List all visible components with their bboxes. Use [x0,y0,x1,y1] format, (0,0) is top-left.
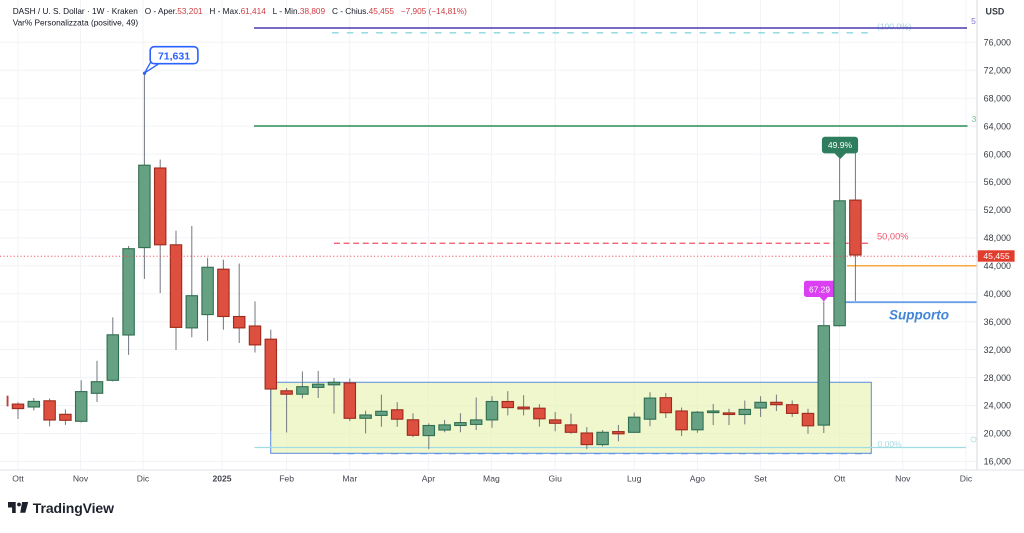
svg-text:Mar: Mar [342,473,357,483]
svg-text:67.29: 67.29 [809,284,830,294]
svg-text:DASH / U. S. Dollar · 1W · Kra: DASH / U. S. Dollar · 1W · Kraken O - Ap… [13,7,467,16]
svg-text:Nov: Nov [73,473,89,483]
svg-text:(100.0%): (100.0%) [877,22,912,32]
svg-text:36,000: 36,000 [984,317,1011,327]
svg-text:52,000: 52,000 [984,205,1011,215]
svg-text:45,455: 45,455 [983,251,1010,261]
svg-text:Var% Personalizzata (positive,: Var% Personalizzata (positive, 49) [13,18,139,27]
svg-text:Feb: Feb [279,473,294,483]
svg-text:49.9%: 49.9% [828,140,853,150]
svg-text:Dic: Dic [960,473,973,483]
svg-text:Mag: Mag [483,473,500,483]
svg-text:71,631: 71,631 [158,50,190,62]
svg-text:Apr: Apr [422,473,436,483]
svg-text:0,00%: 0,00% [878,439,903,449]
svg-text:Giu: Giu [549,473,563,483]
svg-text:60,000: 60,000 [984,149,1011,159]
svg-text:50,00%: 50,00% [877,231,909,241]
svg-text:72,000: 72,000 [984,65,1011,75]
svg-text:USD: USD [986,7,1005,17]
svg-text:Ott: Ott [12,473,24,483]
svg-text:28,000: 28,000 [984,373,1011,383]
svg-text:Nov: Nov [895,473,911,483]
svg-text:76,000: 76,000 [984,38,1011,48]
svg-text:56,000: 56,000 [984,177,1011,187]
svg-text:48,000: 48,000 [984,233,1011,243]
svg-text:24,000: 24,000 [984,401,1011,411]
svg-text:5: 5 [971,16,976,26]
svg-text:64,000: 64,000 [984,121,1011,131]
svg-text:20,000: 20,000 [984,429,1011,439]
svg-text:2025: 2025 [212,473,231,483]
svg-text:16,000: 16,000 [984,457,1011,467]
svg-text:Dic: Dic [137,473,150,483]
svg-text:TradingView: TradingView [33,500,114,516]
svg-text:Ago: Ago [690,473,706,483]
svg-text:40,000: 40,000 [984,289,1011,299]
svg-text:32,000: 32,000 [984,345,1011,355]
svg-text:Lug: Lug [627,473,642,483]
svg-text:Supporto: Supporto [889,308,949,323]
svg-text:68,000: 68,000 [984,93,1011,103]
svg-text:44,000: 44,000 [984,261,1011,271]
svg-text:3: 3 [972,114,977,124]
svg-text:Ott: Ott [834,473,846,483]
svg-text:Set: Set [754,473,768,483]
